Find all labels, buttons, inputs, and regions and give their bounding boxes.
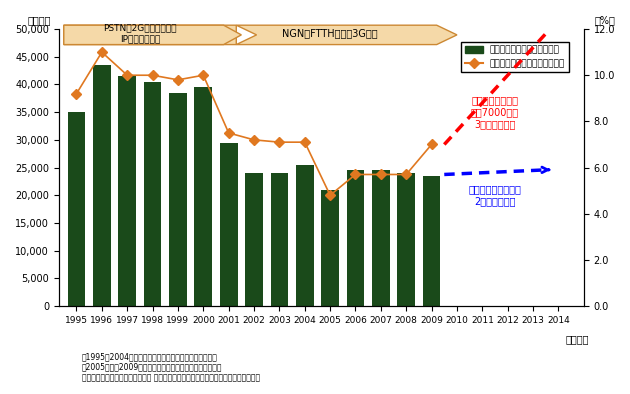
Bar	[321, 190, 339, 306]
Text: NGN・FTTH整備・3G投資: NGN・FTTH整備・3G投資	[282, 28, 378, 39]
FancyBboxPatch shape	[64, 25, 236, 45]
Bar	[93, 65, 111, 306]
Text: （%）: （%）	[595, 15, 616, 26]
Text: ・1995～2004年度　総務省「通信産業実態調査報告書」
・2005年度～2009年度　総務省「通信放送産業基本調査」
・財務省「法人企業景気予測調査 設備投: ・1995～2004年度 総務省「通信産業実態調査報告書」 ・2005年度～20…	[82, 352, 260, 382]
Bar	[270, 173, 289, 306]
Text: PSTN・2G基地局整備・
IP伝送設備投資: PSTN・2G基地局整備・ IP伝送設備投資	[103, 24, 176, 43]
Bar	[67, 112, 85, 306]
Legend: 電気通信事業取得設備投資額, 全産業設備投資額に占める割合: 電気通信事業取得設備投資額, 全産業設備投資額に占める割合	[461, 42, 569, 72]
Bar	[144, 82, 161, 306]
Bar	[398, 173, 415, 306]
Text: 「光の道」なければ
2兆円レベルに: 「光の道」なければ 2兆円レベルに	[469, 184, 522, 206]
Bar	[245, 173, 263, 306]
Text: （億円）: （億円）	[27, 15, 51, 26]
Bar	[346, 170, 364, 306]
Bar	[372, 170, 390, 306]
Text: （年度）: （年度）	[566, 334, 589, 344]
Bar	[195, 87, 212, 306]
Bar	[220, 143, 238, 306]
Polygon shape	[64, 25, 241, 45]
Bar	[423, 176, 440, 306]
Bar	[169, 93, 187, 306]
Polygon shape	[236, 25, 457, 45]
Text: 「光の道」実現で
毎年7000億円
3兆円レベルに: 「光の道」実現で 毎年7000億円 3兆円レベルに	[471, 95, 519, 129]
Bar	[296, 165, 314, 306]
Bar	[118, 76, 136, 306]
